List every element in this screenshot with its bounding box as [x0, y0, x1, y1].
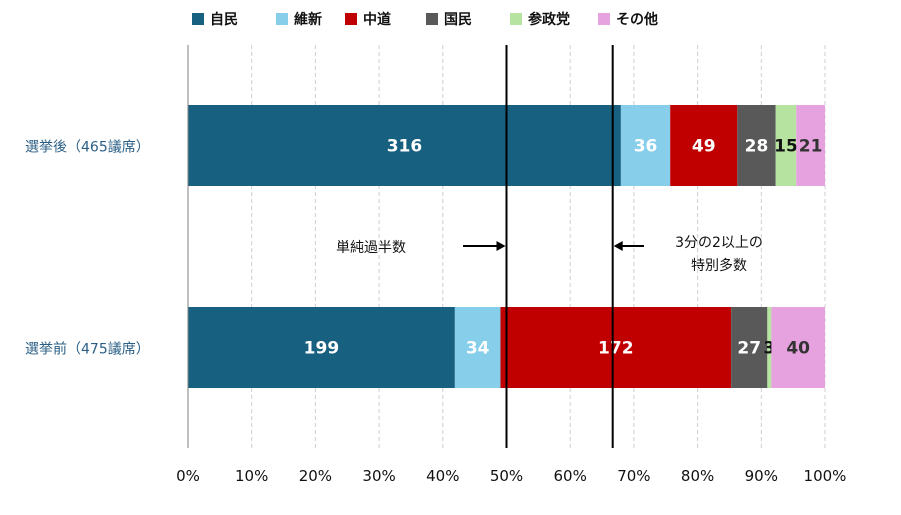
- legend-swatch: [276, 13, 288, 25]
- x-tick-label: 40%: [426, 467, 459, 485]
- bar-segment: [454, 307, 501, 388]
- x-tick-label: 100%: [804, 467, 847, 485]
- bar-value-label: 36: [634, 137, 658, 157]
- x-tick-label: 0%: [176, 467, 200, 485]
- bar-segment: [771, 307, 825, 388]
- legend-label: 中道: [363, 11, 391, 28]
- bar-value-label: 3: [763, 339, 775, 359]
- bar-value-label: 34: [466, 339, 490, 359]
- bar-value-label: 28: [745, 137, 769, 157]
- bars: 316 36 49 28 15 21 199 34 172 27 3 40: [188, 105, 825, 388]
- x-tick-label: 50%: [490, 467, 523, 485]
- bar-segment: [670, 105, 738, 186]
- x-tick-label: 30%: [362, 467, 395, 485]
- bar-value-label: 40: [786, 339, 810, 359]
- legend-label: 国民: [444, 12, 472, 28]
- bar-segment: [767, 307, 772, 388]
- legend-swatch: [192, 13, 204, 25]
- x-tick-labels: 0% 10% 20% 30% 40% 50% 60% 70% 80% 90% 100%: [176, 467, 846, 485]
- x-tick-label: 60%: [554, 467, 587, 485]
- category-label: 選挙前（475議席）: [25, 341, 150, 358]
- bar-segment: [500, 307, 732, 388]
- bar-segment: [620, 105, 671, 186]
- bar-value-label: 27: [737, 339, 761, 359]
- legend-label: 自民: [210, 11, 238, 28]
- x-tick-label: 70%: [617, 467, 650, 485]
- bar-value-label: 15: [774, 137, 798, 157]
- supermajority-arrow-head: [613, 241, 623, 251]
- bar-value-label: 49: [692, 137, 716, 157]
- legend-swatch: [426, 13, 438, 25]
- supermajority-label-line-1: 3分の2以上の: [675, 235, 763, 251]
- majority-label: 単純過半数: [336, 240, 406, 256]
- bar-segment: [188, 307, 455, 388]
- majority-arrow-head: [496, 241, 506, 251]
- bar-value-label: 316: [387, 137, 423, 157]
- supermajority-label-line-2: 特別多数: [691, 257, 747, 274]
- legend-label: 維新: [294, 11, 322, 28]
- x-tick-label: 80%: [681, 467, 714, 485]
- legend-swatch: [598, 13, 610, 25]
- bar-segment: [737, 105, 776, 186]
- category-label: 選挙後（465議席）: [25, 139, 150, 156]
- legend-label: その他: [616, 11, 658, 28]
- bar-segment: [731, 307, 768, 388]
- category-labels: 選挙後（465議席） 選挙前（475議席）: [25, 139, 150, 358]
- bar-value-label: 21: [799, 137, 823, 157]
- legend: 自民 維新 中道 国民 参政党 その他: [192, 11, 658, 28]
- x-tick-label: 10%: [235, 467, 268, 485]
- legend-swatch: [345, 13, 357, 25]
- bar-value-label: 199: [304, 339, 340, 359]
- legend-label: 参政党: [528, 11, 570, 28]
- bar-value-label: 172: [598, 339, 634, 359]
- legend-swatch: [510, 13, 522, 25]
- bar-segment: [796, 105, 825, 186]
- x-tick-label: 90%: [745, 467, 778, 485]
- bar-segment: [188, 105, 621, 186]
- bar-segment: [775, 105, 797, 186]
- x-tick-label: 20%: [299, 467, 332, 485]
